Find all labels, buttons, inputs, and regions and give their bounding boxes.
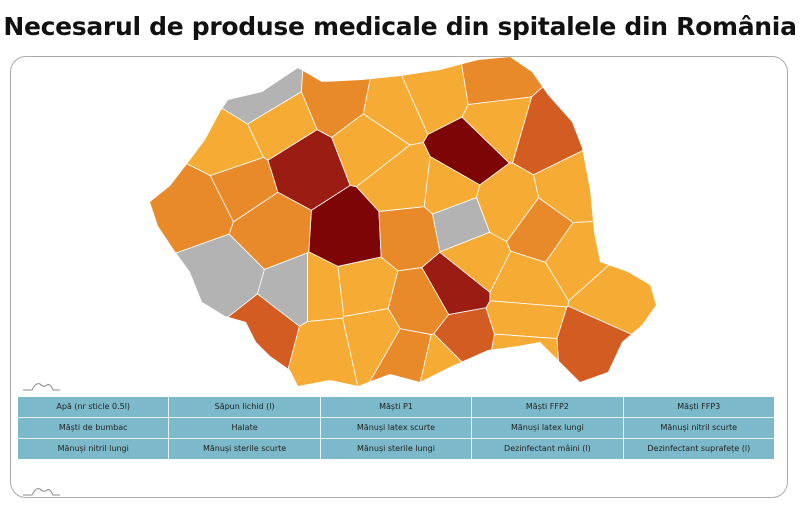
product-button-manusi-latex-lungi[interactable]: Mănuși latex lungi <box>472 418 623 438</box>
product-button-masti-p1[interactable]: Măști P1 <box>320 397 472 417</box>
product-button-masti-bumbac[interactable]: Măști de bumbac <box>18 418 169 438</box>
page-title: Necesarul de produse medicale din spital… <box>3 12 797 41</box>
product-button-manusi-sterile-scurte[interactable]: Mănuși sterile scurte <box>169 439 320 459</box>
product-button-apa[interactable]: Apă (nr sticle 0.5l) <box>18 397 169 417</box>
product-button-sapun[interactable]: Săpun lichid (l) <box>169 397 320 417</box>
product-button-dezinfectant-maini[interactable]: Dezinfectant mâini (l) <box>472 439 623 459</box>
county-region[interactable] <box>457 40 596 105</box>
county-region[interactable] <box>130 293 300 400</box>
county-region[interactable] <box>209 156 279 223</box>
mountain-logo-icon <box>23 383 60 391</box>
county-region[interactable] <box>337 256 399 317</box>
mountain-logo-icon <box>23 488 60 496</box>
product-button-dezinfectant-suprafete[interactable]: Dezinfectant suprafețe (l) <box>623 439 774 459</box>
product-button-masti-ffp3[interactable]: Măști FFP3 <box>623 397 774 417</box>
product-button-masti-ffp2[interactable]: Măști FFP2 <box>472 397 623 417</box>
product-button-manusi-nitril-scurte[interactable]: Mănuși nitril scurte <box>623 418 774 438</box>
product-button-manusi-latex-scurte[interactable]: Mănuși latex scurte <box>320 418 472 438</box>
county-region[interactable] <box>484 333 562 400</box>
product-button-halate[interactable]: Halate <box>169 418 320 438</box>
county-region[interactable] <box>512 40 680 176</box>
map-frame <box>10 56 788 498</box>
product-selector-grid: Apă (nr sticle 0.5l) Săpun lichid (l) Mă… <box>18 397 774 459</box>
county-region[interactable] <box>485 300 568 339</box>
county-region[interactable] <box>461 96 533 164</box>
product-button-manusi-sterile-lungi[interactable]: Mănuși sterile lungi <box>320 439 472 459</box>
product-button-manusi-nitril-lungi[interactable]: Mănuși nitril lungi <box>18 439 169 459</box>
